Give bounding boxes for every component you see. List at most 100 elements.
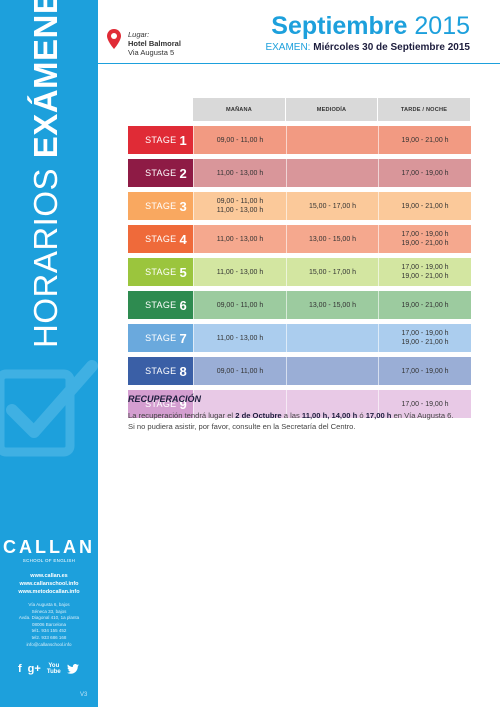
recuperacion-line-2: Si no pudiera asistir, por favor, consul… (128, 422, 356, 431)
time-slot: 11,00 - 13,00 h (216, 169, 264, 177)
link-metodocallan[interactable]: www.metodocallan.info (18, 589, 80, 595)
stage-label: STAGE 4 (128, 225, 193, 253)
time-slot: 11,00 - 13,00 h (216, 334, 264, 342)
table-row: STAGE 3 09,00 - 11,00 h 11,00 - 13,00 h 15,0… (128, 192, 471, 220)
address-line: Vía Augusta 6, bajos (28, 602, 70, 607)
time-slot: 09,00 - 11,00 h (216, 198, 264, 205)
time-cell-tarde: 17,00 - 19,00 h 19,00 - 21,00 h (378, 258, 471, 286)
vertical-title-bold: EXÁMENES (27, 0, 64, 159)
google-plus-icon[interactable]: g+ (27, 663, 41, 675)
time-cell-tarde: 17,00 - 19,00 h 19,00 - 21,00 h (378, 225, 471, 253)
time-slot: 17,00 - 19,00 h (401, 367, 449, 375)
table-row: STAGE 1 09,00 - 11,00 h 19,00 - 21,00 h (128, 126, 471, 154)
address-line: Avda. Diagonal 410, 1a planta (18, 615, 80, 621)
exam-label: EXAMEN: (265, 42, 311, 53)
time-slot: 11,00 - 13,00 h (216, 268, 264, 276)
column-header-mediodia: MEDIODÍA (286, 98, 378, 121)
stage-number: 6 (179, 297, 187, 313)
table-row: STAGE 8 09,00 - 11,00 h 17,00 - 19,00 h (128, 357, 471, 385)
lugar-label: Lugar: (128, 30, 150, 39)
stage-number: 1 (179, 132, 187, 148)
link-callanschool[interactable]: www.callanschool.info (19, 581, 79, 587)
time-slot: 15,00 - 17,00 h (308, 202, 357, 210)
youtube-icon[interactable]: You Tube (46, 663, 61, 675)
stage-word: STAGE (145, 201, 177, 211)
twitter-icon[interactable] (66, 664, 79, 674)
stage-label: STAGE 9 (128, 390, 193, 418)
time-cell-manana: 09,00 - 11,00 h 11,00 - 13,00 h (193, 192, 286, 220)
social-icons: f g+ You Tube (18, 663, 79, 675)
table-row: STAGE 7 11,00 - 13,00 h 17,00 - 19,00 h 19,0… (128, 324, 471, 352)
title-year: 2015 (407, 12, 470, 40)
email-line: info@callanschool.info (26, 641, 72, 647)
time-cell-tarde: 17,00 - 19,00 h (378, 357, 471, 385)
column-header-tarde: TARDE / NOCHE (378, 98, 471, 121)
time-cell-tarde: 19,00 - 21,00 h (378, 291, 471, 319)
time-slot: 19,00 - 21,00 h (401, 136, 449, 144)
stage-word: STAGE (145, 333, 177, 343)
stage-word: STAGE (145, 168, 177, 178)
page-title: Septiembre 2015 (271, 12, 470, 40)
stage-number: 9 (179, 396, 187, 412)
checkmark-icon (0, 360, 98, 457)
address-block: Vía Augusta 6, bajos Séneca 33, bajos Av… (0, 602, 98, 648)
exam-date: EXAMEN: Miércoles 30 de Septiembre 2015 (265, 42, 470, 53)
logo-word: CALLAN (3, 537, 95, 557)
logo-sub: SCHOOL OF ENGLISH (22, 558, 76, 563)
time-slot: 17,00 - 19,00 h (401, 169, 449, 177)
stage-word: STAGE (145, 234, 177, 244)
stage-word: STAGE (145, 399, 177, 409)
hotel-name: Hotel Balmoral (128, 39, 181, 48)
time-cell-mediodia: 15,00 - 17,00 h (286, 258, 378, 286)
table-row: STAGE 4 11,00 - 13,00 h 13,00 - 15,00 h 17,0… (128, 225, 471, 253)
stage-label: STAGE 7 (128, 324, 193, 352)
stage-number: 5 (179, 264, 187, 280)
table-row: STAGE 9 17,00 - 19,00 h (128, 390, 471, 418)
time-cell-tarde: 17,00 - 19,00 h (378, 159, 471, 187)
stage-label: STAGE 3 (128, 192, 193, 220)
time-cell-mediodia (286, 159, 378, 187)
hotel-address: Via Augusta 5 (128, 48, 175, 57)
time-cell-manana: 11,00 - 13,00 h (193, 225, 286, 253)
title-month: Septiembre (271, 12, 408, 40)
time-slot: 19,00 - 21,00 h (401, 240, 449, 247)
time-cell-manana: 11,00 - 13,00 h (193, 324, 286, 352)
time-slot: 09,00 - 11,00 h (216, 367, 264, 375)
time-slot: 15,00 - 17,00 h (308, 268, 357, 276)
time-cell-manana: 11,00 - 13,00 h (193, 159, 286, 187)
table-header: MAÑANA MEDIODÍA TARDE / NOCHE (193, 98, 471, 121)
vertical-title-light: HORARIOS (27, 158, 64, 348)
rec-text-part: ó (357, 411, 366, 420)
stage-number: 8 (179, 363, 187, 379)
rec-times: 11,00 h, 14,00 h (301, 411, 358, 420)
recuperacion-text: La recuperación tendrá lugar el 2 de Oct… (128, 410, 473, 432)
time-cell-manana: 09,00 - 11,00 h (193, 291, 286, 319)
time-slot: 19,00 - 21,00 h (401, 273, 449, 280)
facebook-icon[interactable]: f (18, 663, 22, 675)
time-slot: 19,00 - 21,00 h (401, 339, 449, 346)
recuperacion-title: RECUPERACIÓN (128, 394, 202, 404)
stage-label: STAGE 1 (128, 126, 193, 154)
stage-label: STAGE 8 (128, 357, 193, 385)
rec-text-part: a las (281, 411, 302, 420)
rec-text-part: La recuperación tendrá lugar el (128, 411, 236, 420)
website-links: www.callan.es www.callanschool.info www.… (0, 572, 98, 596)
time-slot: 09,00 - 11,00 h (216, 136, 264, 144)
version-label: V3 (80, 692, 88, 698)
time-cell-manana: 09,00 - 11,00 h (193, 126, 286, 154)
time-cell-mediodia (286, 357, 378, 385)
time-slot: 13,00 - 15,00 h (308, 235, 357, 243)
time-cell-mediodia: 13,00 - 15,00 h (286, 225, 378, 253)
stage-number: 7 (179, 330, 187, 346)
time-slot: 17,00 - 19,00 h (401, 400, 449, 408)
link-callan-es[interactable]: www.callan.es (30, 573, 68, 579)
sidebar: HORARIOS EXÁMENES CALLAN SCHOOL OF ENGLI… (0, 0, 98, 707)
stage-word: STAGE (145, 267, 177, 277)
time-cell-tarde: 17,00 - 19,00 h (378, 390, 471, 418)
time-cell-mediodia (286, 126, 378, 154)
stage-word: STAGE (145, 366, 177, 376)
time-slot: 19,00 - 21,00 h (401, 202, 449, 210)
time-cell-manana: 11,00 - 13,00 h (193, 258, 286, 286)
time-cell-tarde: 19,00 - 21,00 h (378, 192, 471, 220)
exam-date-value: Miércoles 30 de Septiembre 2015 (310, 42, 470, 53)
